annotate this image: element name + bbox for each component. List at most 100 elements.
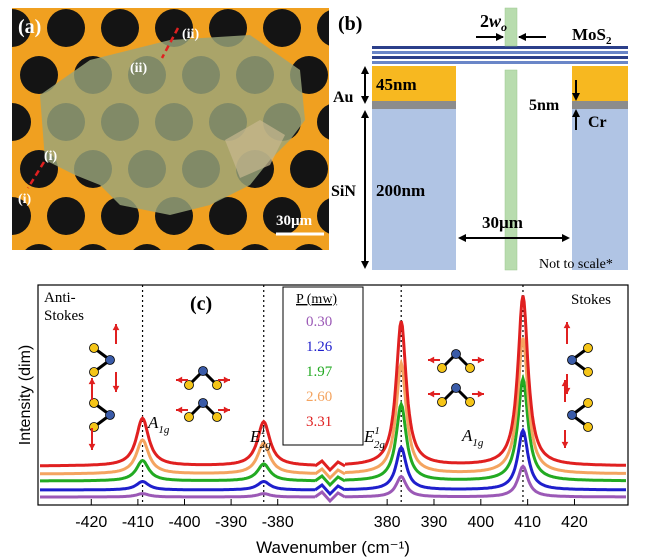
arrow-head bbox=[572, 93, 580, 101]
cr-left bbox=[372, 101, 456, 109]
arrow-head bbox=[561, 441, 569, 448]
atom bbox=[583, 398, 593, 408]
hole bbox=[263, 197, 301, 235]
cut-line-ii bbox=[160, 27, 180, 59]
hole bbox=[12, 103, 31, 141]
atom bbox=[212, 412, 222, 422]
peak-label: E1 2g bbox=[249, 425, 271, 451]
mos2-label: MoS2 bbox=[572, 25, 612, 47]
x-tick-label: -390 bbox=[215, 514, 247, 531]
arrow-head bbox=[496, 33, 504, 41]
arrow-head bbox=[428, 390, 435, 398]
x-tick-label: 380 bbox=[374, 514, 401, 531]
spectrum-1.26 bbox=[40, 427, 626, 497]
atom bbox=[198, 398, 208, 408]
arrow-head bbox=[477, 390, 484, 398]
cut-line-i bbox=[26, 161, 46, 189]
atom bbox=[437, 363, 447, 373]
y-axis-label: Intensity (dim) bbox=[17, 345, 34, 445]
mos2-layer bbox=[372, 61, 628, 64]
hole bbox=[0, 244, 4, 282]
arrow-head bbox=[112, 385, 120, 392]
peak-label: A1g bbox=[461, 426, 484, 449]
x-axis-label: Wavenumber (cm⁻¹) bbox=[256, 538, 410, 557]
x-tick-label: -380 bbox=[262, 514, 294, 531]
sin-right bbox=[572, 109, 628, 270]
hole bbox=[47, 9, 85, 47]
arrow-head bbox=[176, 376, 183, 384]
hole bbox=[20, 56, 58, 94]
flake-fold bbox=[225, 120, 285, 178]
stokes-label: Stokes bbox=[571, 292, 611, 308]
hole bbox=[263, 9, 301, 47]
marker-i: (i) bbox=[44, 149, 58, 164]
atom bbox=[451, 383, 461, 393]
hole bbox=[12, 197, 31, 235]
cr-thickness-label: 5nm bbox=[529, 97, 560, 114]
atom bbox=[567, 355, 577, 365]
peak-labels: A1g E1 2g E1 2g A1g bbox=[147, 413, 484, 451]
legend-entry: 1.26 bbox=[306, 339, 333, 355]
au-label: Au bbox=[333, 89, 354, 106]
sin-left bbox=[372, 109, 456, 270]
scale-bar-label: 30µm bbox=[276, 213, 313, 229]
x-ticks: -420 -410 -400 -390 -380 380 390 400 410 420 bbox=[75, 499, 588, 531]
atom bbox=[583, 367, 593, 377]
arrow-head bbox=[112, 324, 120, 331]
laser-beam bbox=[504, 7, 518, 47]
arrow-head bbox=[361, 96, 369, 104]
arrow-head bbox=[518, 33, 526, 41]
arrow-head bbox=[458, 234, 466, 242]
arrow-head bbox=[223, 376, 230, 384]
atom bbox=[89, 343, 99, 353]
atom bbox=[583, 343, 593, 353]
anti-stokes-label: Anti- bbox=[44, 290, 76, 306]
arrow-head bbox=[176, 406, 183, 414]
spectrum-0.30 bbox=[40, 464, 626, 504]
x-tick-label: -410 bbox=[122, 514, 154, 531]
atom bbox=[89, 422, 99, 432]
atom bbox=[437, 397, 447, 407]
spectrum-1.97 bbox=[40, 373, 626, 488]
hole bbox=[0, 150, 4, 188]
spectrum-2.60 bbox=[40, 337, 626, 481]
hole bbox=[12, 9, 31, 47]
atom bbox=[212, 380, 222, 390]
panel-c: (c) Anti- Stokes Stokes P (mw) 0.30 1.26 1… bbox=[17, 284, 629, 557]
peak-label: A1g bbox=[147, 413, 170, 436]
legend-entry: 3.31 bbox=[306, 414, 332, 430]
arrow-head bbox=[88, 378, 96, 385]
laser-beam bbox=[504, 69, 518, 271]
hole bbox=[47, 197, 85, 235]
legend-entries: 0.30 1.26 1.97 2.60 3.31 bbox=[306, 314, 333, 430]
x-tick-label: 390 bbox=[421, 514, 448, 531]
legend-entry: 0.30 bbox=[306, 314, 332, 330]
hole bbox=[317, 198, 329, 234]
x-tick-label: 420 bbox=[561, 514, 588, 531]
mos2-layer bbox=[372, 46, 628, 49]
mos2-layer bbox=[372, 56, 628, 59]
panel-b: (b) 2wo MoS2 Au 45nm 5nm bbox=[331, 7, 628, 272]
x-tick-label: 400 bbox=[467, 514, 494, 531]
arrow-head bbox=[477, 356, 484, 364]
legend-entry: 2.60 bbox=[306, 389, 332, 405]
not-to-scale-note: Not to scale* bbox=[539, 257, 613, 272]
hole bbox=[317, 104, 329, 140]
hole bbox=[101, 9, 139, 47]
atom bbox=[583, 422, 593, 432]
panel-a-label: (a) bbox=[18, 16, 41, 38]
arrow-head bbox=[428, 356, 435, 364]
au-thickness-label: 45nm bbox=[376, 75, 417, 94]
hole bbox=[187, 244, 215, 250]
legend-entry: 1.97 bbox=[306, 364, 333, 380]
hole bbox=[79, 244, 107, 250]
hole bbox=[241, 244, 269, 250]
legend-title: P (mw) bbox=[296, 292, 337, 307]
marker-ii-top: (ii) bbox=[182, 27, 199, 42]
marker-i-bottom: (i) bbox=[18, 192, 32, 207]
atom bbox=[465, 363, 475, 373]
panel-a bbox=[0, 8, 329, 282]
panel-c-label: (c) bbox=[190, 293, 212, 315]
arrow-head bbox=[361, 66, 369, 74]
